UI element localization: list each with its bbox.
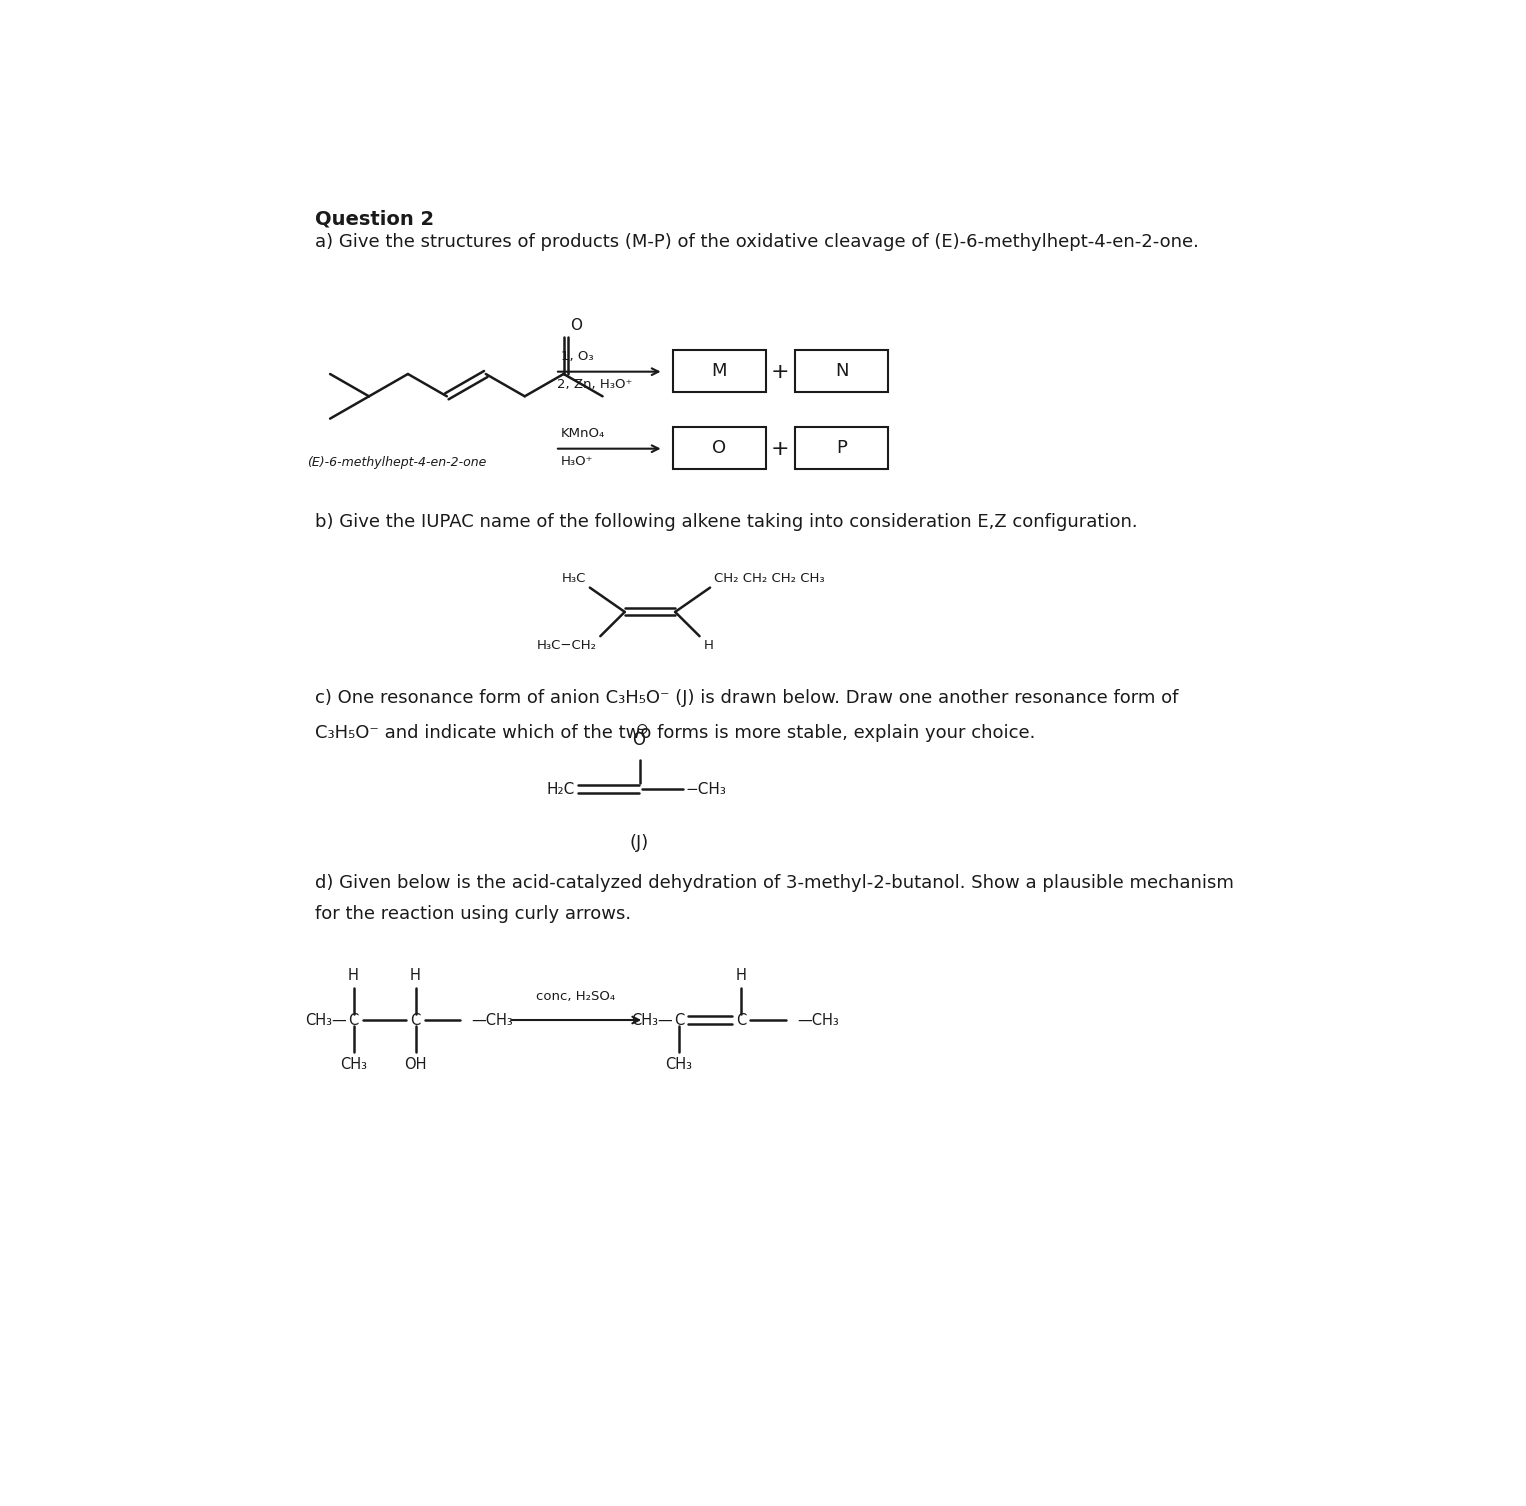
Bar xyxy=(673,349,766,393)
Text: H₃O⁺: H₃O⁺ xyxy=(562,455,594,468)
Text: C: C xyxy=(348,1012,359,1027)
Text: Question 2: Question 2 xyxy=(314,209,433,229)
Text: M: M xyxy=(711,363,726,381)
Text: C: C xyxy=(410,1012,421,1027)
Text: 2, Zn, H₃O⁺: 2, Zn, H₃O⁺ xyxy=(557,378,632,392)
Text: O: O xyxy=(632,730,645,748)
Text: KMnO₄: KMnO₄ xyxy=(562,428,606,440)
Bar xyxy=(673,428,766,470)
Text: C: C xyxy=(674,1012,684,1027)
Text: CH₃—: CH₃— xyxy=(632,1012,673,1027)
Text: b) Give the IUPAC name of the following alkene taking into consideration E,Z con: b) Give the IUPAC name of the following … xyxy=(314,514,1137,532)
Text: H: H xyxy=(410,968,421,983)
Text: P: P xyxy=(836,440,847,458)
Text: H: H xyxy=(348,968,359,983)
Text: H: H xyxy=(736,968,746,983)
Text: H₂C: H₂C xyxy=(546,782,574,797)
Text: ⊖: ⊖ xyxy=(635,721,649,736)
Text: C: C xyxy=(736,1012,746,1027)
Bar xyxy=(795,428,888,470)
Text: CH₃—: CH₃— xyxy=(305,1012,348,1027)
Text: CH₂ CH₂ CH₂ CH₃: CH₂ CH₂ CH₂ CH₃ xyxy=(714,572,824,586)
Text: CH₃: CH₃ xyxy=(340,1057,366,1072)
Text: conc, H₂SO₄: conc, H₂SO₄ xyxy=(536,989,615,1003)
Text: N: N xyxy=(835,363,848,381)
Text: (E)-6-methylhept-4-en-2-one: (E)-6-methylhept-4-en-2-one xyxy=(307,456,487,470)
Text: +: + xyxy=(771,438,789,459)
Text: H₃C−CH₂: H₃C−CH₂ xyxy=(537,639,597,652)
Text: CH₃: CH₃ xyxy=(665,1057,693,1072)
Text: O: O xyxy=(569,318,581,333)
Text: H: H xyxy=(703,639,713,652)
Text: 1, O₃: 1, O₃ xyxy=(562,349,594,363)
Text: OH: OH xyxy=(404,1057,427,1072)
Text: −CH₃: −CH₃ xyxy=(685,782,726,797)
Text: for the reaction using curly arrows.: for the reaction using curly arrows. xyxy=(314,905,630,923)
Text: O: O xyxy=(713,440,726,458)
Text: a) Give the structures of products (M-P) of the oxidative cleavage of (E)-6-meth: a) Give the structures of products (M-P)… xyxy=(314,233,1198,252)
Text: H₃C: H₃C xyxy=(562,572,586,586)
Bar xyxy=(795,349,888,393)
Text: +: + xyxy=(771,361,789,381)
Text: c) One resonance form of anion C₃H₅O⁻ (J) is drawn below. Draw one another reson: c) One resonance form of anion C₃H₅O⁻ (J… xyxy=(314,688,1178,706)
Text: d) Given below is the acid-catalyzed dehydration of 3-methyl-2-butanol. Show a p: d) Given below is the acid-catalyzed deh… xyxy=(314,873,1233,892)
Text: —CH₃: —CH₃ xyxy=(472,1012,513,1027)
Text: —CH₃: —CH₃ xyxy=(797,1012,839,1027)
Text: (J): (J) xyxy=(629,834,649,852)
Text: C₃H₅O⁻ and indicate which of the two forms is more stable, explain your choice.: C₃H₅O⁻ and indicate which of the two for… xyxy=(314,723,1035,741)
